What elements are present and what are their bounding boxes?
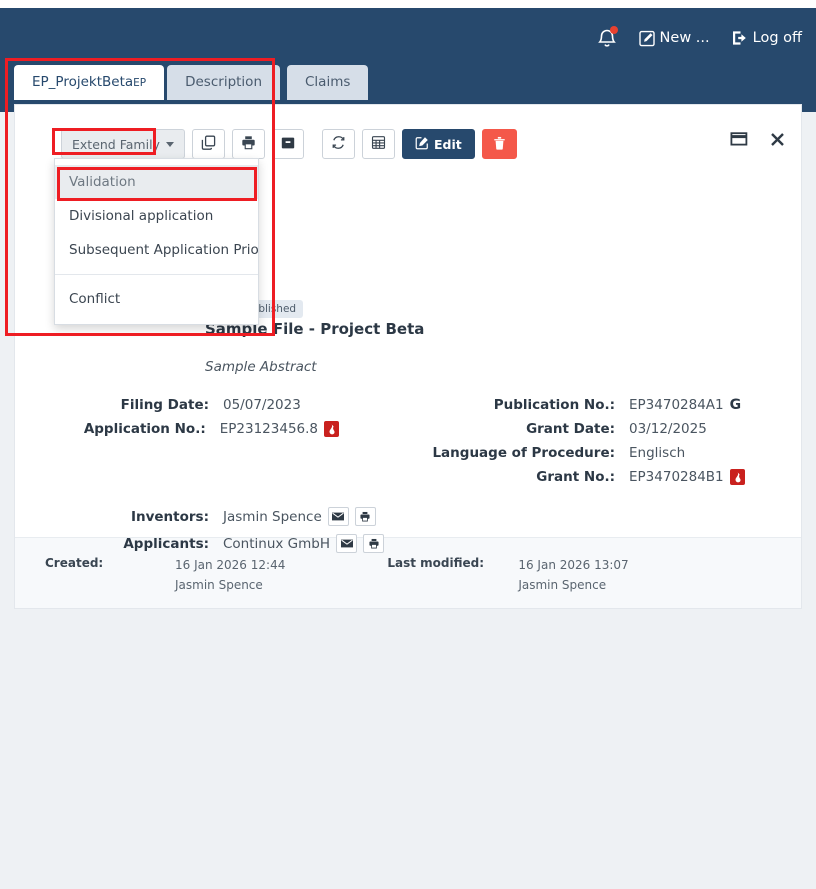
envelope-icon[interactable] xyxy=(336,534,358,553)
google-patents-icon[interactable]: G xyxy=(729,397,742,413)
field-grant-no: Grant No.: EP3470284B1 xyxy=(415,469,785,485)
trash-icon xyxy=(493,136,506,153)
refresh-button[interactable] xyxy=(321,129,355,159)
record-abstract: Sample Abstract xyxy=(205,359,317,375)
field-filing-date-value: 05/07/2023 xyxy=(223,397,301,413)
created-user: Jasmin Spence xyxy=(175,577,263,592)
tab-description[interactable]: Description xyxy=(167,65,280,100)
record-left-fields: Filing Date: 05/07/2023 Application No.:… xyxy=(59,397,339,445)
edit-button-label: Edit xyxy=(433,136,462,152)
tab-ep-projektbeta[interactable]: EP_ProjektBetaEP xyxy=(14,65,165,100)
menu-item-validation-label: Validation xyxy=(69,174,136,190)
printer-icon[interactable] xyxy=(354,507,376,526)
printer-icon xyxy=(241,135,256,153)
field-language-value: Englisch xyxy=(629,445,686,461)
menu-item-subsequent-application-prio[interactable]: Subsequent Application Prio xyxy=(55,233,259,267)
extend-family-dropdown-button[interactable]: Extend Family xyxy=(61,129,185,159)
created-label: Created: xyxy=(45,556,104,570)
pdf-icon[interactable] xyxy=(729,469,745,485)
menu-item-subsequent-application-prio-label: Subsequent Application Prio xyxy=(69,242,259,258)
field-grant-date: Grant Date: 03/12/2025 xyxy=(415,421,785,437)
bell-icon xyxy=(597,26,618,49)
edit-button[interactable]: Edit xyxy=(401,129,475,159)
copy-button[interactable] xyxy=(191,129,225,159)
field-publication-no: Publication No.: EP3470284A1 G xyxy=(415,397,785,413)
menu-item-validation[interactable]: Validation xyxy=(55,165,258,199)
field-application-no-label: Application No.: xyxy=(83,421,206,437)
edit-square-icon xyxy=(638,30,656,47)
chevron-down-icon xyxy=(165,141,174,147)
calculator-icon xyxy=(371,135,386,153)
field-grant-no-label: Grant No.: xyxy=(536,469,615,485)
extend-family-label: Extend Family xyxy=(72,136,160,152)
notifications-button[interactable] xyxy=(597,26,618,49)
calculator-button[interactable] xyxy=(361,129,395,159)
record-right-fields: Publication No.: EP3470284A1 G Grant Dat… xyxy=(415,397,785,493)
field-language-label: Language of Procedure: xyxy=(432,445,615,461)
tab-ep-projektbeta-suffix: EP xyxy=(133,77,147,89)
logout-icon xyxy=(732,30,749,46)
field-applicants-value: Continux GmbH xyxy=(223,535,331,552)
field-publication-no-value: EP3470284A1 xyxy=(629,397,724,413)
delete-button[interactable] xyxy=(481,129,517,159)
last-modified-block: Last modified: 16 Jan 2026 13:07 Jasmin … xyxy=(387,556,628,596)
menu-item-divisional-application-label: Divisional application xyxy=(69,208,214,224)
field-publication-no-label: Publication No.: xyxy=(493,397,615,413)
refresh-icon xyxy=(331,135,346,153)
record-people-fields: Inventors: Jasmin Spence Applicants: Con… xyxy=(59,507,479,561)
pdf-icon[interactable] xyxy=(324,421,339,437)
maximize-icon[interactable] xyxy=(730,131,748,151)
record-meta-strip: Created: 16 Jan 2026 12:44 Jasmin Spence… xyxy=(15,537,801,608)
archive-button[interactable] xyxy=(271,129,304,159)
last-modified-label: Last modified: xyxy=(387,556,485,570)
tab-claims[interactable]: Claims xyxy=(287,65,369,100)
copy-icon xyxy=(201,135,216,153)
created-date: 16 Jan 2026 12:44 xyxy=(175,558,286,572)
menu-separator xyxy=(55,274,258,275)
notification-dot xyxy=(609,26,618,34)
new-button-label: New ... xyxy=(659,30,710,46)
field-inventors-label: Inventors: xyxy=(130,508,209,525)
print-button[interactable] xyxy=(231,129,265,159)
menu-item-conflict[interactable]: Conflict xyxy=(55,282,258,316)
record-card: Extend Family xyxy=(14,104,802,609)
field-application-no: Application No.: EP23123456.8 xyxy=(59,421,339,437)
field-applicants: Applicants: Continux GmbH xyxy=(59,534,479,553)
application-tabs: EP_ProjektBetaEP Description Claims xyxy=(14,65,369,100)
field-grant-no-value: EP3470284B1 xyxy=(629,469,724,485)
logoff-button[interactable]: Log off xyxy=(732,30,802,46)
field-filing-date: Filing Date: 05/07/2023 xyxy=(59,397,339,413)
field-application-no-value: EP23123456.8 xyxy=(219,421,318,437)
tab-claims-label: Claims xyxy=(305,74,351,90)
tab-ep-projektbeta-label: EP_ProjektBeta xyxy=(32,74,134,90)
field-grant-date-label: Grant Date: xyxy=(526,421,615,437)
pencil-square-icon xyxy=(415,136,429,153)
field-grant-date-value: 03/12/2025 xyxy=(629,421,707,437)
envelope-icon[interactable] xyxy=(327,507,349,526)
extend-family-menu: Validation Divisional application Subseq… xyxy=(54,158,259,325)
printer-icon[interactable] xyxy=(363,534,385,553)
created-block: Created: 16 Jan 2026 12:44 Jasmin Spence xyxy=(45,556,285,596)
last-modified-date: 16 Jan 2026 13:07 xyxy=(518,558,629,572)
record-toolbar: Extend Family xyxy=(61,129,517,159)
close-icon[interactable] xyxy=(770,132,785,151)
menu-item-divisional-application[interactable]: Divisional application xyxy=(55,199,258,233)
menu-item-conflict-label: Conflict xyxy=(69,291,121,307)
field-applicants-label: Applicants: xyxy=(123,535,209,552)
last-modified-user: Jasmin Spence xyxy=(518,577,607,592)
field-filing-date-label: Filing Date: xyxy=(120,397,209,413)
field-inventors-value: Jasmin Spence xyxy=(223,508,322,525)
field-inventors: Inventors: Jasmin Spence xyxy=(59,507,479,526)
archive-box-icon xyxy=(281,136,295,153)
logoff-button-label: Log off xyxy=(752,30,802,46)
topbar-actions: New ... Log off xyxy=(597,26,802,49)
window-controls xyxy=(730,131,785,151)
new-button[interactable]: New ... xyxy=(638,30,710,47)
tab-description-label: Description xyxy=(185,74,262,90)
field-language-of-procedure: Language of Procedure: Englisch xyxy=(415,445,785,461)
